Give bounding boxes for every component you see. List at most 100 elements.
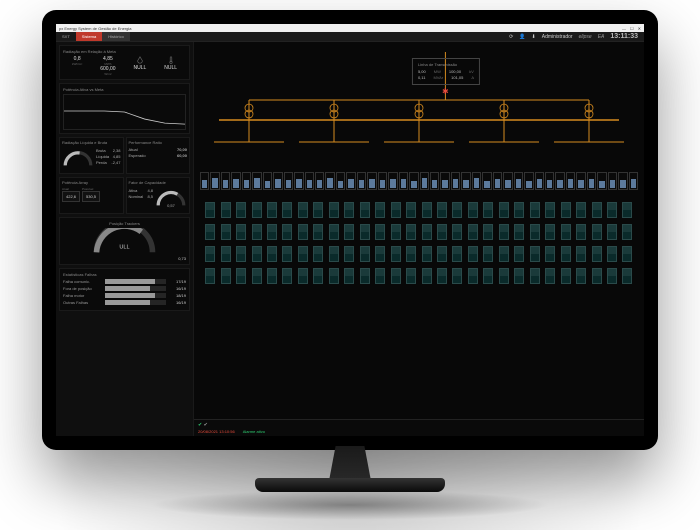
tracker-cell[interactable] [592, 202, 602, 218]
tracker-cell[interactable] [236, 268, 246, 284]
tracker-cell[interactable] [530, 246, 540, 262]
tracker-cell[interactable] [375, 224, 385, 240]
inverter-cell[interactable] [440, 172, 449, 190]
tracker-cell[interactable] [344, 246, 354, 262]
tracker-cell[interactable] [267, 202, 277, 218]
tracker-cell[interactable] [298, 202, 308, 218]
inverter-cell[interactable] [399, 172, 408, 190]
tracker-cell[interactable] [545, 246, 555, 262]
tracker-cell[interactable] [452, 268, 462, 284]
minimize-icon[interactable]: — [622, 26, 626, 31]
tracker-cell[interactable] [252, 268, 262, 284]
tracker-cell[interactable] [499, 246, 509, 262]
tracker-cell[interactable] [437, 246, 447, 262]
tracker-cell[interactable] [406, 246, 416, 262]
inverter-cell[interactable] [367, 172, 376, 190]
inverter-cell[interactable] [273, 172, 282, 190]
tracker-cell[interactable] [313, 224, 323, 240]
inverter-cell[interactable] [524, 172, 533, 190]
tracker-cell[interactable] [530, 202, 540, 218]
tracker-cell[interactable] [545, 202, 555, 218]
tracker-cell[interactable] [360, 246, 370, 262]
ack-icon[interactable]: ✔ [204, 422, 208, 428]
inverter-cell[interactable] [597, 172, 606, 190]
tracker-cell[interactable] [360, 202, 370, 218]
inverter-cell[interactable] [545, 172, 554, 190]
tracker-cell[interactable] [282, 268, 292, 284]
inverter-cell[interactable] [242, 172, 251, 190]
inverter-cell[interactable] [325, 172, 334, 190]
tracker-cell[interactable] [452, 202, 462, 218]
tracker-cell[interactable] [252, 246, 262, 262]
tracker-cell[interactable] [236, 224, 246, 240]
tracker-cell[interactable] [576, 202, 586, 218]
tracker-cell[interactable] [468, 268, 478, 284]
tracker-cell[interactable] [375, 268, 385, 284]
inverter-cell[interactable] [221, 172, 230, 190]
inverter-cell[interactable] [493, 172, 502, 190]
tracker-cell[interactable] [313, 268, 323, 284]
tracker-cell[interactable] [576, 224, 586, 240]
tracker-cell[interactable] [437, 268, 447, 284]
inverter-cell[interactable] [409, 172, 418, 190]
tracker-cell[interactable] [298, 246, 308, 262]
tracker-cell[interactable] [592, 268, 602, 284]
tracker-cell[interactable] [236, 202, 246, 218]
tracker-cell[interactable] [205, 224, 215, 240]
tracker-cell[interactable] [282, 246, 292, 262]
tracker-cell[interactable] [252, 224, 262, 240]
tracker-cell[interactable] [607, 268, 617, 284]
tracker-cell[interactable] [576, 268, 586, 284]
check-icon[interactable]: ✔ [198, 422, 202, 428]
tracker-cell[interactable] [221, 202, 231, 218]
nav-system[interactable]: Sistema [76, 32, 102, 41]
tracker-cell[interactable] [499, 268, 509, 284]
tracker-cell[interactable] [221, 268, 231, 284]
tracker-cell[interactable] [452, 224, 462, 240]
tracker-cell[interactable] [452, 246, 462, 262]
tracker-cell[interactable] [607, 246, 617, 262]
tracker-cell[interactable] [576, 246, 586, 262]
inverter-cell[interactable] [420, 172, 429, 190]
inverter-cell[interactable] [210, 172, 219, 190]
tracker-cell[interactable] [561, 202, 571, 218]
inverter-cell[interactable] [608, 172, 617, 190]
tracker-cell[interactable] [267, 268, 277, 284]
tracker-cell[interactable] [375, 246, 385, 262]
inverter-cell[interactable] [629, 172, 638, 190]
inverter-cell[interactable] [378, 172, 387, 190]
tracker-cell[interactable] [252, 202, 262, 218]
tracker-cell[interactable] [622, 224, 632, 240]
tracker-cell[interactable] [422, 202, 432, 218]
tracker-cell[interactable] [622, 246, 632, 262]
inverter-cell[interactable] [503, 172, 512, 190]
tracker-cell[interactable] [437, 224, 447, 240]
close-icon[interactable]: ✕ [638, 26, 641, 31]
tracker-cell[interactable] [514, 268, 524, 284]
tracker-cell[interactable] [406, 202, 416, 218]
tracker-cell[interactable] [561, 224, 571, 240]
maximize-icon[interactable]: ☐ [630, 26, 634, 31]
tracker-cell[interactable] [483, 268, 493, 284]
tracker-cell[interactable] [422, 224, 432, 240]
tracker-cell[interactable] [221, 246, 231, 262]
inverter-cell[interactable] [200, 172, 209, 190]
tracker-cell[interactable] [391, 224, 401, 240]
tracker-cell[interactable] [267, 246, 277, 262]
tracker-cell[interactable] [375, 202, 385, 218]
download-icon[interactable]: ⬇ [532, 34, 536, 40]
tracker-cell[interactable] [468, 202, 478, 218]
tracker-cell[interactable] [298, 224, 308, 240]
inverter-cell[interactable] [346, 172, 355, 190]
tracker-cell[interactable] [282, 224, 292, 240]
tracker-cell[interactable] [622, 268, 632, 284]
tracker-cell[interactable] [406, 268, 416, 284]
tracker-cell[interactable] [360, 268, 370, 284]
inverter-cell[interactable] [451, 172, 460, 190]
site-label[interactable]: SXT [56, 32, 76, 41]
tracker-cell[interactable] [236, 246, 246, 262]
tracker-cell[interactable] [391, 246, 401, 262]
tracker-cell[interactable] [422, 246, 432, 262]
inverter-cell[interactable] [555, 172, 564, 190]
inverter-cell[interactable] [357, 172, 366, 190]
